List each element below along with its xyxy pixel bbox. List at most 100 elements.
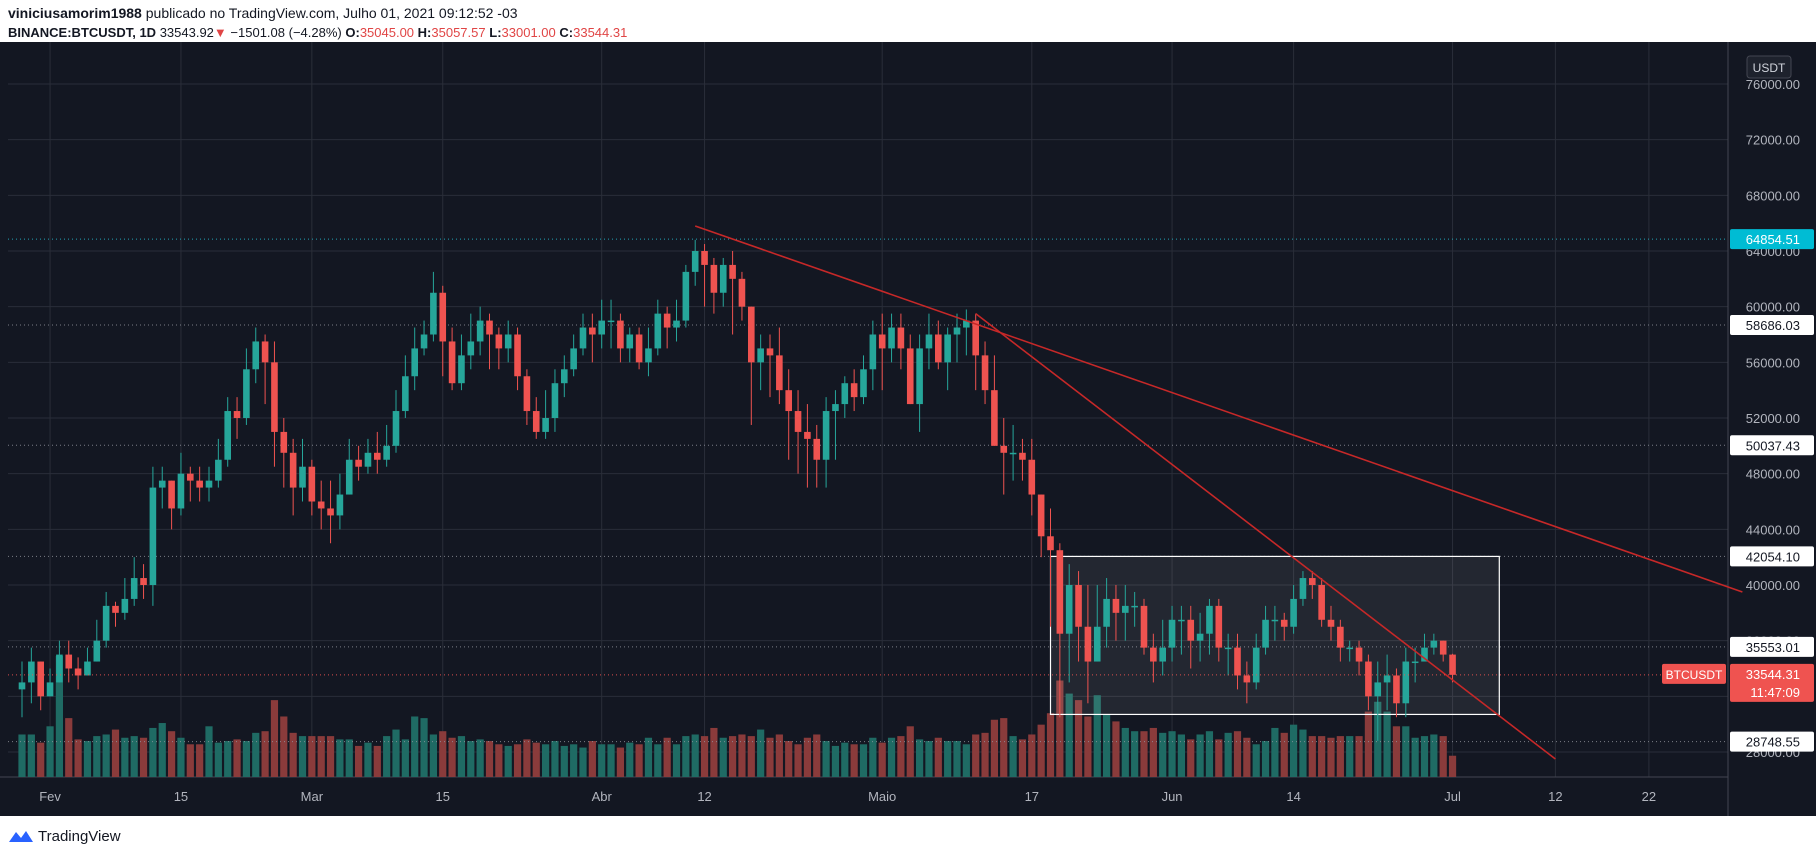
candle-body xyxy=(205,480,213,488)
candle-body xyxy=(514,334,521,377)
volume-bar xyxy=(270,700,279,777)
volume-bar xyxy=(261,731,269,777)
y-tick-label: 68000.00 xyxy=(1746,188,1800,203)
candle-body xyxy=(1150,647,1157,662)
candle-body xyxy=(710,264,718,293)
price-level-value: 42054.10 xyxy=(1746,549,1800,564)
price-chart[interactable]: 76000.0072000.0068000.0064000.0060000.00… xyxy=(0,42,1816,816)
candle-body xyxy=(448,341,456,384)
volume-bar xyxy=(485,741,494,777)
candle-body xyxy=(1140,605,1148,648)
close-value: 33544.31 xyxy=(573,25,628,40)
candle-body xyxy=(1439,640,1447,655)
candle-body xyxy=(645,348,652,363)
volume-bar xyxy=(186,744,194,777)
volume-bar xyxy=(37,742,45,777)
volume-bar xyxy=(513,744,522,777)
candle-body xyxy=(860,369,867,398)
volume-bar xyxy=(1364,711,1372,777)
volume-bar xyxy=(850,744,858,777)
candle-body xyxy=(551,383,559,418)
candle-body xyxy=(757,348,764,363)
candle-body xyxy=(981,355,989,391)
candle-body xyxy=(130,578,138,599)
volume-bar xyxy=(1392,726,1401,777)
close-label: C: xyxy=(559,25,574,40)
candle-body xyxy=(65,654,73,669)
candle-body xyxy=(1215,605,1223,648)
candle-body xyxy=(1337,626,1344,648)
volume-bar xyxy=(962,744,970,777)
candle-body xyxy=(804,431,811,439)
x-tick-label: 22 xyxy=(1642,789,1656,804)
volume-bar xyxy=(177,737,185,777)
volume-bar xyxy=(906,726,914,777)
volume-bar xyxy=(18,734,26,777)
candle-body xyxy=(1159,647,1166,662)
volume-bar xyxy=(1233,731,1242,777)
candle-body xyxy=(1028,459,1036,495)
brand-name: TradingView xyxy=(38,828,121,845)
candle-body xyxy=(177,473,185,509)
y-tick-label: 48000.00 xyxy=(1746,467,1800,482)
candle-body xyxy=(1393,675,1400,704)
candle-body xyxy=(963,320,970,328)
candle-body xyxy=(654,313,662,349)
volume-bar xyxy=(1411,737,1419,777)
volume-bar xyxy=(467,741,475,777)
high-value: 35057.57 xyxy=(431,25,486,40)
x-tick-label: 14 xyxy=(1286,789,1300,804)
candle-body xyxy=(607,320,615,323)
candle-body xyxy=(364,452,372,467)
candle-body xyxy=(299,466,306,488)
candle-body xyxy=(776,355,783,391)
change-arrow-icon: ▼ xyxy=(213,25,227,40)
open-label: O: xyxy=(345,25,360,40)
volume-bar xyxy=(392,729,400,777)
currency-label: USDT xyxy=(1753,61,1786,75)
volume-bar xyxy=(27,734,35,777)
candle-body xyxy=(261,341,269,363)
volume-bar xyxy=(1318,736,1326,777)
candle-body xyxy=(1430,640,1438,648)
candle-body xyxy=(420,334,428,349)
price-level-tag xyxy=(1730,435,1814,456)
candle-body xyxy=(972,320,979,356)
volume-bar xyxy=(1112,721,1120,777)
volume-bar xyxy=(214,742,222,777)
current-price-tag xyxy=(1730,663,1814,702)
candle-body xyxy=(523,376,531,412)
volume-bar xyxy=(298,736,307,777)
candle-body xyxy=(617,320,624,349)
publish-line: viniciusamorim1988 publicado no TradingV… xyxy=(8,5,518,21)
author-name[interactable]: viniciusamorim1988 xyxy=(8,5,142,21)
volume-bar xyxy=(1177,734,1185,777)
candle-body xyxy=(355,459,362,467)
chart-background xyxy=(0,42,1816,816)
volume-bar xyxy=(560,745,568,777)
volume-bar xyxy=(1327,737,1335,777)
price-level-value: 28748.55 xyxy=(1746,735,1800,750)
candle-body xyxy=(458,355,465,384)
volume-bar xyxy=(429,734,437,777)
candle-body xyxy=(1122,605,1129,613)
candle-body xyxy=(953,327,961,335)
x-tick-label: 17 xyxy=(1025,789,1039,804)
x-tick-label: 15 xyxy=(174,789,188,804)
symbol-tag-label: BTCUSDT xyxy=(1666,668,1723,682)
volume-bar xyxy=(663,737,671,777)
candle-body xyxy=(1374,682,1382,697)
candle-body xyxy=(598,320,605,335)
candle-body xyxy=(84,661,91,676)
volume-bar xyxy=(944,741,952,777)
volume-bar xyxy=(598,744,606,777)
candle-body xyxy=(682,271,690,321)
volume-bar xyxy=(626,742,634,777)
volume-bar xyxy=(476,739,484,777)
volume-bar xyxy=(46,726,54,777)
x-tick-label: Jul xyxy=(1444,789,1461,804)
volume-bar xyxy=(644,737,653,777)
candle-body xyxy=(878,334,886,349)
volume-bar xyxy=(1252,744,1260,777)
candle-body xyxy=(729,264,736,279)
